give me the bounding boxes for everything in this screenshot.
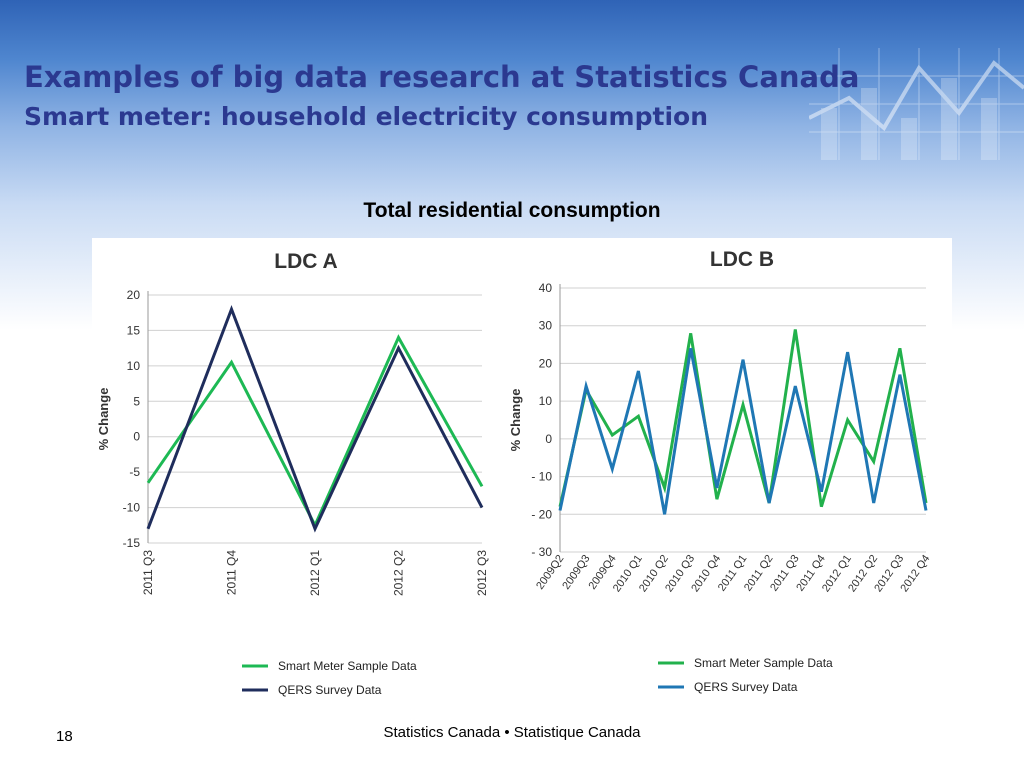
x-tick-label: 2011 Q3 [141,550,155,595]
y-tick-label: 30 [539,319,553,333]
y-tick-label: -10 [123,501,141,515]
y-tick-label: 5 [133,394,140,408]
legend-label: Smart Meter Sample Data [278,659,417,673]
charts-area: LDC A 20 15 10 5 0 -5 -10 -15 % Change 2011 Q3 2011… [96,248,932,697]
y-tick-label: - 20 [531,507,552,521]
decorative-chart-graphic [809,48,1024,160]
y-tick-label: 0 [133,430,140,444]
x-tick-label: 2011 Q4 [225,550,239,595]
legend-label: QERS Survey Data [278,683,382,697]
slide-title: Examples of big data research at Statist… [24,60,860,94]
y-tick-label: -5 [129,465,140,479]
series-line-qers [146,304,484,533]
y-tick-label: - 10 [531,470,552,484]
y-tick-label: 20 [127,288,141,302]
x-tick-label: 2012 Q2 [392,550,406,596]
chart-ldc-a: LDC A 20 15 10 5 0 -5 -10 -15 % Change 2011 Q3 2011… [96,250,489,697]
y-tick-label: 10 [127,359,141,373]
series-line-qers [558,348,928,515]
legend-label: QERS Survey Data [694,680,798,694]
y-tick-label: -15 [123,536,141,550]
y-tick-label: - 30 [531,545,552,559]
y-axis-label: % Change [508,389,523,452]
page-number: 18 [56,728,73,745]
x-tick-label: 2012 Q1 [308,550,322,596]
y-tick-label: 10 [539,394,553,408]
chart-subtitle: Total residential consumption [363,199,661,222]
y-tick-label: 0 [545,432,552,446]
footer-text: Statistics Canada • Statistique Canada [383,724,641,741]
x-tick-label: 2012 Q3 [475,550,489,596]
legend-label: Smart Meter Sample Data [694,656,833,670]
y-tick-label: 40 [539,281,553,295]
y-axis-label: % Change [96,388,111,451]
slide-title-line-2: Smart meter: household electricity consu… [24,102,708,131]
y-tick-label: 15 [127,323,141,337]
y-tick-label: 20 [539,356,553,370]
chart-title: LDC B [710,248,774,271]
chart-title: LDC A [274,250,337,273]
